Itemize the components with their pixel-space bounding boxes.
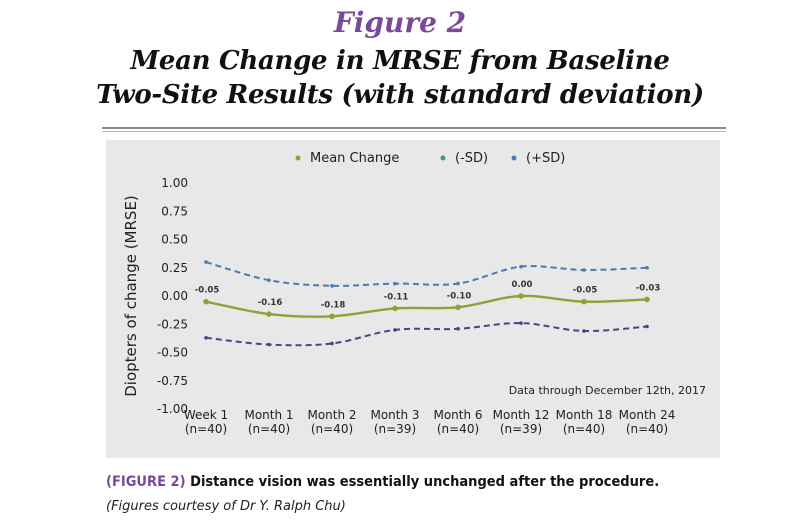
x-tick-label: Month 12 [493, 408, 550, 422]
data-point-sd [645, 265, 649, 270]
y-tick-label: 0.00 [161, 289, 188, 303]
legend-label: (-SD) [455, 151, 488, 166]
legend-label: Mean Change [310, 151, 399, 166]
header-divider-thin [102, 131, 726, 132]
legend-marker [440, 155, 446, 161]
data-label: -0.11 [384, 292, 409, 302]
caption-text: Distance vision was essentially unchange… [190, 474, 660, 490]
x-tick-sublabel: (n=39) [374, 422, 416, 436]
data-label: -0.05 [573, 286, 598, 296]
x-tick-label: Month 3 [370, 408, 419, 422]
data-point-sd [582, 268, 586, 272]
data-point-sd [330, 341, 334, 346]
y-tick-label: -0.75 [157, 374, 188, 388]
data-point-mean-change [203, 298, 209, 305]
data-point-mean-change [455, 304, 461, 311]
data-point-sd [456, 281, 460, 286]
x-tick-sublabel: (n=40) [248, 422, 290, 436]
legend-marker [511, 155, 517, 161]
y-tick-label: 0.25 [161, 261, 188, 275]
data-point-sd [267, 278, 271, 282]
x-tick-sublabel: (n=40) [437, 422, 479, 436]
header-divider [102, 127, 726, 129]
x-tick-sublabel: (n=40) [563, 422, 605, 436]
data-point-sd [519, 321, 523, 325]
x-tick-sublabel: (n=40) [185, 422, 227, 436]
legend-label: (+SD) [526, 151, 565, 166]
x-tick-label: Month 1 [244, 408, 293, 422]
data-point-mean-change [392, 305, 398, 312]
figure-title-line1: Mean Change in MRSE from Baseline [130, 46, 670, 76]
y-tick-label: 0.50 [161, 233, 188, 247]
data-point-mean-change [266, 311, 272, 317]
data-point-sd [330, 284, 334, 288]
figure-title-line2: Two-Site Results (with standard deviatio… [96, 80, 704, 110]
x-tick-sublabel: (n=40) [626, 422, 668, 436]
x-tick-sublabel: (n=39) [500, 422, 542, 436]
data-note: Data through December 12th, 2017 [509, 384, 706, 397]
data-point-sd [204, 336, 208, 340]
chart-panel: Diopters of change (MRSE) 1.00 0.75 0.50 0.2… [106, 140, 720, 458]
data-label: 0.00 [512, 280, 533, 290]
series-line-sd [205, 261, 648, 287]
figure-caption: (FIGURE 2) Distance vision was essential… [106, 474, 796, 490]
data-label: -0.18 [321, 300, 346, 310]
data-point-sd [393, 281, 397, 286]
data-point-sd [645, 324, 649, 329]
x-tick-label: Month 2 [307, 408, 356, 422]
x-tick-label: Week 1 [184, 408, 228, 422]
figure-credit: (Figures courtesy of Dr Y. Ralph Chu) [106, 499, 346, 514]
data-point-mean-change [329, 313, 335, 320]
data-point-mean-change [644, 296, 650, 303]
x-tick-label: Month 24 [619, 408, 676, 422]
y-tick-label: -0.25 [157, 317, 188, 331]
data-label: -0.10 [447, 291, 472, 301]
y-tick-label: -1.00 [157, 402, 188, 416]
data-label: -0.16 [258, 298, 283, 308]
figure-header: Figure 2 Mean Change in MRSE from Baseli… [0, 0, 800, 112]
x-tick-label: Month 6 [433, 408, 482, 422]
data-point-sd [393, 328, 397, 332]
y-tick-label: -0.50 [157, 346, 188, 360]
data-label: -0.03 [636, 283, 661, 293]
series-line-sd [205, 322, 648, 347]
x-tick-label: Month 18 [556, 408, 613, 422]
legend-marker [295, 155, 301, 161]
caption-label: (FIGURE 2) [106, 474, 186, 490]
x-tick-sublabel: (n=40) [311, 422, 353, 436]
data-point-sd [267, 342, 271, 347]
y-axis-title: Diopters of change (MRSE) [122, 195, 140, 397]
data-point-sd [456, 326, 460, 331]
y-tick-label: 0.75 [161, 204, 188, 218]
data-point-mean-change [518, 293, 524, 299]
figure-number: Figure 2 [333, 6, 467, 39]
line-chart: Diopters of change (MRSE) 1.00 0.75 0.50 0.2… [122, 151, 706, 436]
data-point-sd [582, 329, 586, 333]
data-label: -0.05 [195, 286, 220, 296]
data-point-mean-change [581, 298, 587, 305]
data-point-sd [519, 264, 523, 269]
data-point-sd [204, 260, 208, 264]
y-tick-label: 1.00 [161, 176, 188, 190]
